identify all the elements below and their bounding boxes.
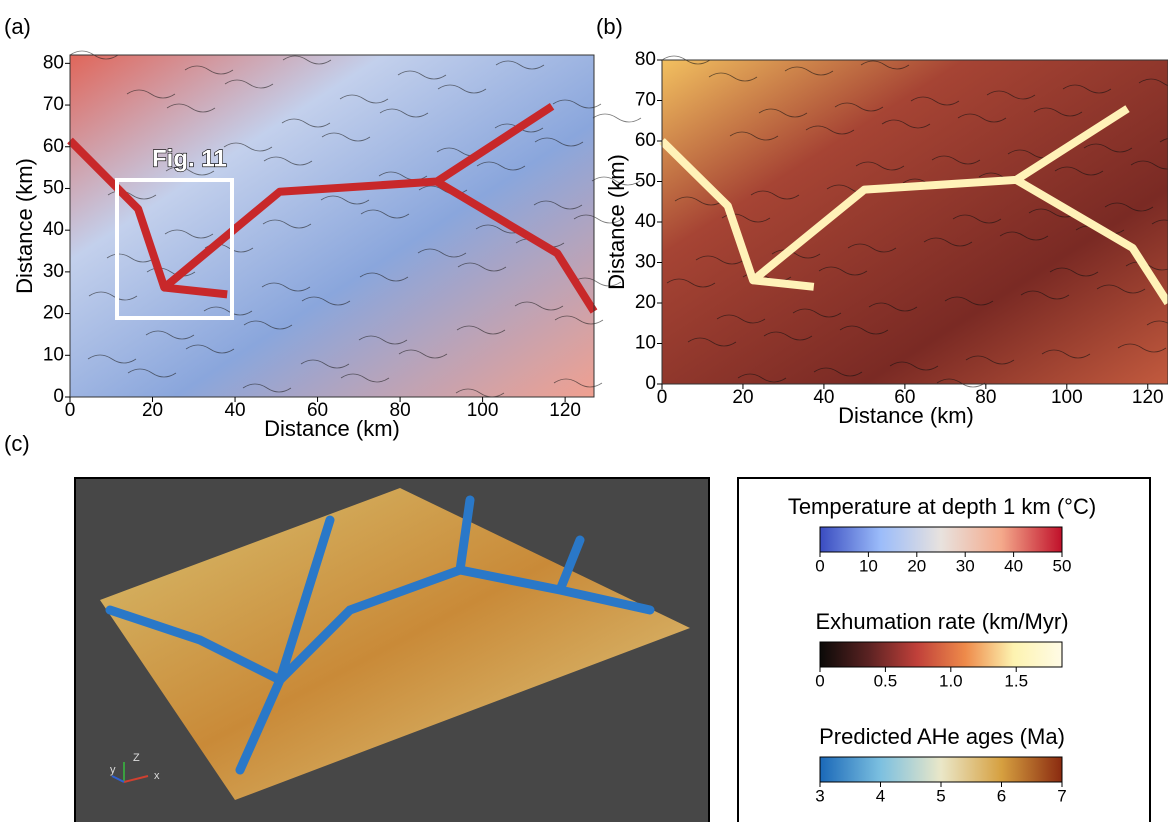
x-tick-label: 40 bbox=[813, 387, 834, 408]
panel-label: (c) bbox=[4, 431, 30, 456]
colorbar-tick-label: 5 bbox=[936, 786, 945, 805]
inset-label: Fig. 11 bbox=[152, 145, 227, 172]
y-tick-label: 30 bbox=[635, 252, 656, 273]
axis-x-label: x bbox=[154, 770, 160, 782]
colorbar-tick-label: 30 bbox=[956, 556, 975, 575]
y-tick-label: 20 bbox=[635, 292, 656, 313]
x-tick-label: 100 bbox=[467, 400, 499, 421]
colorbar-tick-label: 4 bbox=[876, 786, 885, 805]
y-tick-label: 70 bbox=[43, 94, 64, 115]
x-tick-label: 120 bbox=[549, 400, 581, 421]
colorbar-tick-label: 0 bbox=[815, 671, 824, 690]
y-tick-label: 60 bbox=[43, 136, 64, 157]
colorbar-tick-label: 6 bbox=[997, 786, 1006, 805]
colorbar-tick-label: 40 bbox=[1004, 556, 1023, 575]
x-axis-label: Distance (km) bbox=[838, 403, 974, 428]
colorbar bbox=[820, 757, 1062, 782]
y-tick-label: 70 bbox=[635, 90, 656, 111]
y-axis-label: Distance (km) bbox=[12, 158, 37, 294]
axis-y-label: y bbox=[110, 764, 116, 776]
y-tick-label: 50 bbox=[43, 177, 64, 198]
y-tick-label: 50 bbox=[635, 171, 656, 192]
panel-label: (b) bbox=[596, 14, 623, 39]
x-tick-label: 80 bbox=[975, 387, 996, 408]
x-tick-label: 20 bbox=[732, 387, 753, 408]
colorbar-title: Predicted AHe ages (Ma) bbox=[819, 724, 1065, 749]
colorbar-tick-label: 1.5 bbox=[1004, 671, 1028, 690]
colorbar-tick-label: 3 bbox=[815, 786, 824, 805]
colorbar-tick-label: 50 bbox=[1053, 556, 1072, 575]
x-tick-label: 0 bbox=[657, 387, 668, 408]
colorbar-title: Exhumation rate (km/Myr) bbox=[815, 609, 1068, 634]
y-tick-label: 80 bbox=[635, 49, 656, 70]
x-tick-label: 40 bbox=[224, 400, 245, 421]
x-tick-label: 120 bbox=[1132, 387, 1164, 408]
colorbar bbox=[820, 642, 1062, 667]
y-tick-label: 40 bbox=[635, 211, 656, 232]
x-tick-label: 100 bbox=[1051, 387, 1083, 408]
axis-z-label: Z bbox=[133, 752, 140, 764]
figure: Z y x (c) 020406080100120010203040506070… bbox=[0, 0, 1168, 822]
x-tick-label: 0 bbox=[65, 400, 76, 421]
colorbar-tick-label: 20 bbox=[907, 556, 926, 575]
x-axis-label: Distance (km) bbox=[264, 416, 400, 441]
colorbar-tick-label: 7 bbox=[1057, 786, 1066, 805]
y-tick-label: 10 bbox=[43, 344, 64, 365]
panel-label: (a) bbox=[4, 14, 31, 39]
colorbar-tick-label: 0 bbox=[815, 556, 824, 575]
colorbar-tick-label: 1.0 bbox=[939, 671, 963, 690]
y-tick-label: 0 bbox=[53, 386, 64, 407]
y-tick-label: 40 bbox=[43, 219, 64, 240]
y-tick-label: 30 bbox=[43, 261, 64, 282]
y-tick-label: 0 bbox=[645, 373, 656, 394]
colorbar-tick-label: 0.5 bbox=[874, 671, 898, 690]
y-tick-label: 20 bbox=[43, 303, 64, 324]
y-tick-label: 80 bbox=[43, 52, 64, 73]
colorbar-tick-label: 10 bbox=[859, 556, 878, 575]
y-tick-label: 10 bbox=[635, 333, 656, 354]
y-tick-label: 60 bbox=[635, 130, 656, 151]
colorbar bbox=[820, 527, 1062, 552]
y-axis-label: Distance (km) bbox=[604, 154, 629, 290]
x-tick-label: 20 bbox=[142, 400, 163, 421]
colorbar-title: Temperature at depth 1 km (°C) bbox=[788, 494, 1096, 519]
